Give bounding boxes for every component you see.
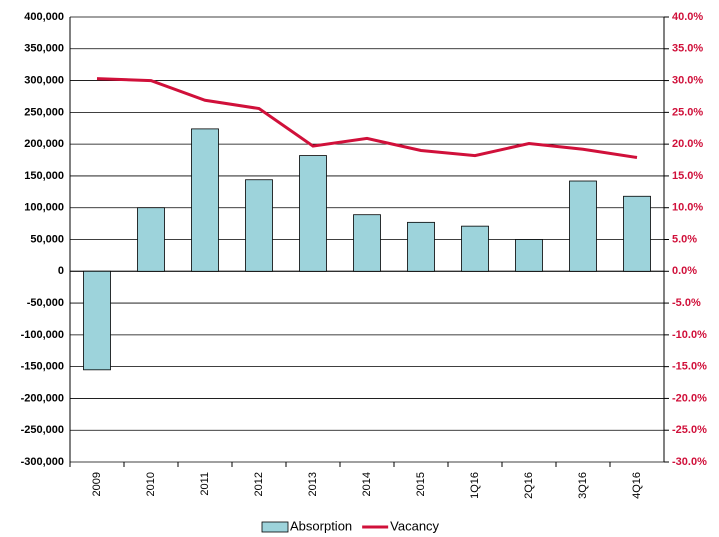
- bar: [245, 179, 273, 272]
- y-tick-label: -200,000: [21, 392, 64, 404]
- bar: [191, 128, 219, 272]
- legend-label: Vacancy: [390, 518, 439, 533]
- y2-tick-label: 40.0%: [672, 11, 703, 23]
- y-tick-label: 100,000: [24, 202, 64, 214]
- y2-tick-label: 35.0%: [672, 43, 703, 55]
- x-tick-label: 2014: [361, 472, 373, 496]
- x-tick-label: 2010: [145, 472, 157, 496]
- bar: [353, 214, 381, 272]
- y2-tick-label: 5.0%: [672, 233, 697, 245]
- y-tick-label: 400,000: [24, 11, 64, 23]
- bar: [623, 195, 651, 272]
- bar: [407, 221, 435, 272]
- x-tick-label: 2Q16: [523, 472, 535, 499]
- y2-tick-label: 30.0%: [672, 74, 703, 86]
- bar: [461, 225, 489, 272]
- y2-tick-label: -30.0%: [672, 456, 707, 468]
- x-tick-label: 4Q16: [631, 472, 643, 499]
- y-tick-label: 200,000: [24, 138, 64, 150]
- bar: [137, 207, 165, 272]
- line: [96, 77, 638, 159]
- bar: [299, 155, 327, 272]
- x-tick-label: 2015: [415, 472, 427, 496]
- y-tick-label: 50,000: [30, 233, 64, 245]
- y2-tick-label: -25.0%: [672, 424, 707, 436]
- y2-tick-label: 20.0%: [672, 138, 703, 150]
- y2-tick-label: 0.0%: [672, 265, 697, 277]
- y2-tick-label: 15.0%: [672, 170, 703, 182]
- y-tick-label: 0: [58, 265, 64, 277]
- x-tick-label: 2012: [253, 472, 265, 496]
- x-tick-label: 1Q16: [469, 472, 481, 499]
- legend-swatch: [261, 521, 289, 533]
- y-tick-label: -150,000: [21, 361, 64, 373]
- legend-label: Absorption: [290, 518, 352, 533]
- x-tick-label: 2013: [307, 472, 319, 496]
- y-tick-label: 300,000: [24, 74, 64, 86]
- y-tick-label: -250,000: [21, 424, 64, 436]
- y-tick-label: 250,000: [24, 106, 64, 118]
- y-tick-label: 150,000: [24, 170, 64, 182]
- y2-tick-label: 10.0%: [672, 202, 703, 214]
- x-tick-label: 2009: [91, 472, 103, 496]
- bar: [83, 270, 111, 371]
- y-tick-label: -300,000: [21, 456, 64, 468]
- y-tick-label: -50,000: [27, 297, 64, 309]
- bar: [569, 180, 597, 272]
- y2-tick-label: -5.0%: [672, 297, 701, 309]
- y2-tick-label: -10.0%: [672, 329, 707, 341]
- x-tick-label: 2011: [199, 472, 211, 496]
- x-tick-label: 3Q16: [577, 472, 589, 499]
- y2-tick-label: -15.0%: [672, 361, 707, 373]
- y2-tick-label: 25.0%: [672, 106, 703, 118]
- y-tick-label: 350,000: [24, 43, 64, 55]
- y2-tick-label: -20.0%: [672, 392, 707, 404]
- bar: [515, 239, 543, 272]
- y-tick-label: -100,000: [21, 329, 64, 341]
